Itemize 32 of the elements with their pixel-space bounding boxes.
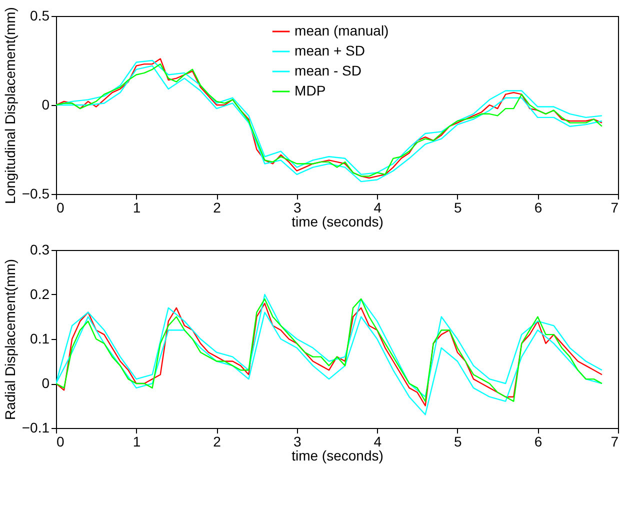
legend-label: mean - SD bbox=[294, 62, 362, 78]
y-axis-title: Longitudinal Displacement(mm) bbox=[2, 7, 18, 204]
x-tick-label: 0 bbox=[56, 200, 64, 216]
y-tick-label: 0.3 bbox=[30, 242, 50, 258]
y-tick-label: 0 bbox=[42, 96, 50, 112]
y-tick-label: 0.5 bbox=[30, 8, 50, 24]
x-tick-label: 5 bbox=[454, 434, 462, 450]
x-tick-label: 7 bbox=[610, 200, 619, 216]
x-tick-label: 4 bbox=[374, 434, 382, 450]
x-tick-label: 0 bbox=[56, 434, 64, 450]
legend-label: MDP bbox=[294, 82, 326, 98]
x-tick-label: 1 bbox=[132, 200, 141, 216]
y-tick-label: 0.1 bbox=[30, 330, 50, 346]
y-axis-title: Radial Displacement(mm) bbox=[2, 258, 18, 420]
x-tick-label: 5 bbox=[454, 200, 462, 216]
x-tick-label: 7 bbox=[610, 434, 619, 450]
x-tick-label: 2 bbox=[213, 434, 222, 450]
y-tick-label: −0.1 bbox=[22, 420, 50, 436]
x-tick-label: 4 bbox=[374, 200, 382, 216]
y-tick-label: 0 bbox=[42, 375, 50, 391]
x-tick-label: 6 bbox=[534, 200, 542, 216]
x-tick-label: 3 bbox=[293, 434, 302, 450]
x-tick-label: 6 bbox=[534, 434, 542, 450]
y-tick-label: −0.5 bbox=[22, 186, 50, 202]
x-tick-label: 2 bbox=[213, 200, 222, 216]
legend-label: mean + SD bbox=[294, 42, 365, 58]
y-tick-label: 0.2 bbox=[30, 286, 50, 302]
x-axis-title: time (seconds) bbox=[292, 448, 384, 464]
x-tick-label: 3 bbox=[293, 200, 302, 216]
x-axis-title: time (seconds) bbox=[292, 214, 384, 230]
legend-label: mean (manual) bbox=[294, 22, 389, 38]
x-tick-label: 1 bbox=[132, 434, 141, 450]
